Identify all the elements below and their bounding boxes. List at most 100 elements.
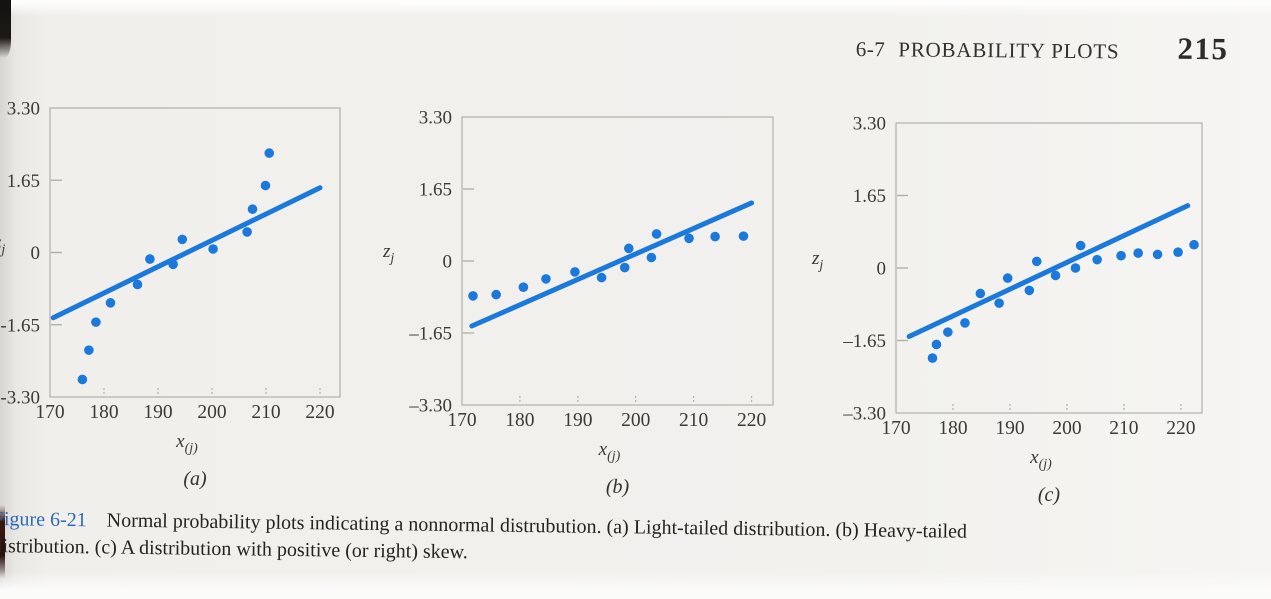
page-number: 215 <box>1177 30 1229 67</box>
x-axis-label: x(j) <box>598 439 621 464</box>
panel-label: (a) <box>183 468 207 490</box>
y-tick-label: 1.65 <box>7 171 40 192</box>
y-tick-label: 3.30 <box>419 108 452 129</box>
data-point <box>242 227 252 237</box>
y-tick-label: –3.30 <box>408 396 452 417</box>
y-tick-label: 0 <box>877 259 887 280</box>
x-tick-label: 220 <box>737 410 766 431</box>
x-tick-label: 220 <box>1166 418 1195 439</box>
x-tick-label: 190 <box>995 418 1024 439</box>
fit-line <box>50 185 323 321</box>
y-tick-label: 0 <box>31 243 41 264</box>
plot-frame <box>895 122 1203 414</box>
panel-label: (b) <box>606 476 630 498</box>
fit-line <box>469 200 755 329</box>
data-point <box>1050 270 1061 281</box>
data-point <box>927 353 938 363</box>
data-point <box>1092 254 1102 265</box>
x-tick-label: 200 <box>621 410 650 431</box>
x-tick-label: 190 <box>563 410 592 431</box>
data-point <box>541 274 551 284</box>
data-point <box>132 279 143 290</box>
x-axis-label: x(j) <box>175 431 198 456</box>
probability-plot-c: 3.30 1.65 0 –1.65 –3.30 170 180 190 200 210 220 zj x… <box>806 107 1230 530</box>
data-point <box>1189 239 1199 250</box>
x-tick-label: 170 <box>881 418 910 439</box>
data-point <box>651 229 662 239</box>
x-tick-label: 200 <box>197 402 226 423</box>
data-point <box>619 262 630 273</box>
y-tick-label: -1.65 <box>0 315 40 336</box>
data-point <box>1116 250 1126 261</box>
x-tick-label: 170 <box>35 402 64 423</box>
x-tick-label: 220 <box>305 402 334 423</box>
y-tick-label: 3.30 <box>853 114 886 135</box>
data-point <box>518 282 529 292</box>
plot-frame <box>461 116 774 406</box>
caption-line-2: distribution. (c) A distribution with po… <box>0 534 468 564</box>
data-point <box>208 244 218 254</box>
data-point <box>1070 263 1081 273</box>
data-point <box>710 231 720 242</box>
data-point <box>646 252 657 263</box>
data-point <box>77 374 88 385</box>
x-tick-label: 170 <box>447 410 476 431</box>
y-tick-label: –1.65 <box>842 331 886 352</box>
data-point <box>468 291 478 301</box>
y-axis-label: zj <box>811 248 823 273</box>
data-point <box>943 327 953 337</box>
data-point <box>1133 248 1143 258</box>
data-point <box>684 233 694 244</box>
data-point <box>264 148 275 158</box>
x-tick-label: 210 <box>251 402 280 423</box>
data-point <box>1173 247 1183 257</box>
plot-frame <box>49 107 341 398</box>
y-axis-label: zj <box>382 241 394 266</box>
y-tick-label: 1.65 <box>853 186 886 207</box>
y-tick-label: –1.65 <box>408 324 452 345</box>
data-point <box>105 298 116 308</box>
data-point <box>960 318 970 328</box>
section-title: PROBABILITY PLOTS <box>898 37 1120 64</box>
data-point <box>994 298 1004 308</box>
scan-artifact-top-left <box>0 0 11 58</box>
data-point <box>260 180 271 191</box>
probability-plot-b: 3.30 1.65 0 –1.65 –3.30 170 180 190 200 210 220 zj x… <box>372 101 801 522</box>
data-point <box>1075 240 1086 251</box>
data-point <box>1002 273 1013 283</box>
data-point <box>1031 256 1042 267</box>
data-point <box>975 288 986 299</box>
data-point <box>177 234 188 245</box>
y-tick-label: 1.65 <box>419 180 452 201</box>
x-tick-label: 180 <box>89 402 118 423</box>
x-tick-label: 210 <box>1109 418 1138 439</box>
x-tick-label: 210 <box>679 410 708 431</box>
fit-line <box>906 203 1191 340</box>
section-number: 6-7 <box>855 36 886 62</box>
data-point <box>623 243 634 254</box>
data-point <box>1152 249 1163 260</box>
data-point <box>596 272 607 283</box>
x-tick-label: 180 <box>505 410 534 431</box>
page-header: 6-7 PROBABILITY PLOTS 215 <box>856 28 1229 67</box>
y-tick-label: -3.30 <box>0 388 40 409</box>
scan-highlight-bottom <box>0 571 1271 599</box>
x-tick-label: 200 <box>1052 418 1081 439</box>
x-tick-label: 190 <box>143 402 172 423</box>
data-point <box>247 204 258 214</box>
scan-highlight-top <box>0 0 1271 16</box>
figure-label: Figure 6-21 <box>0 507 87 532</box>
data-point <box>1024 285 1035 296</box>
y-tick-label: 0 <box>443 252 453 273</box>
data-point <box>491 289 501 300</box>
data-point <box>168 259 178 270</box>
data-point <box>91 317 101 327</box>
y-axis-label: zj <box>0 233 5 258</box>
data-point <box>931 339 942 350</box>
x-axis-label: x(j) <box>1029 447 1052 472</box>
panel-label: (c) <box>1038 484 1061 506</box>
